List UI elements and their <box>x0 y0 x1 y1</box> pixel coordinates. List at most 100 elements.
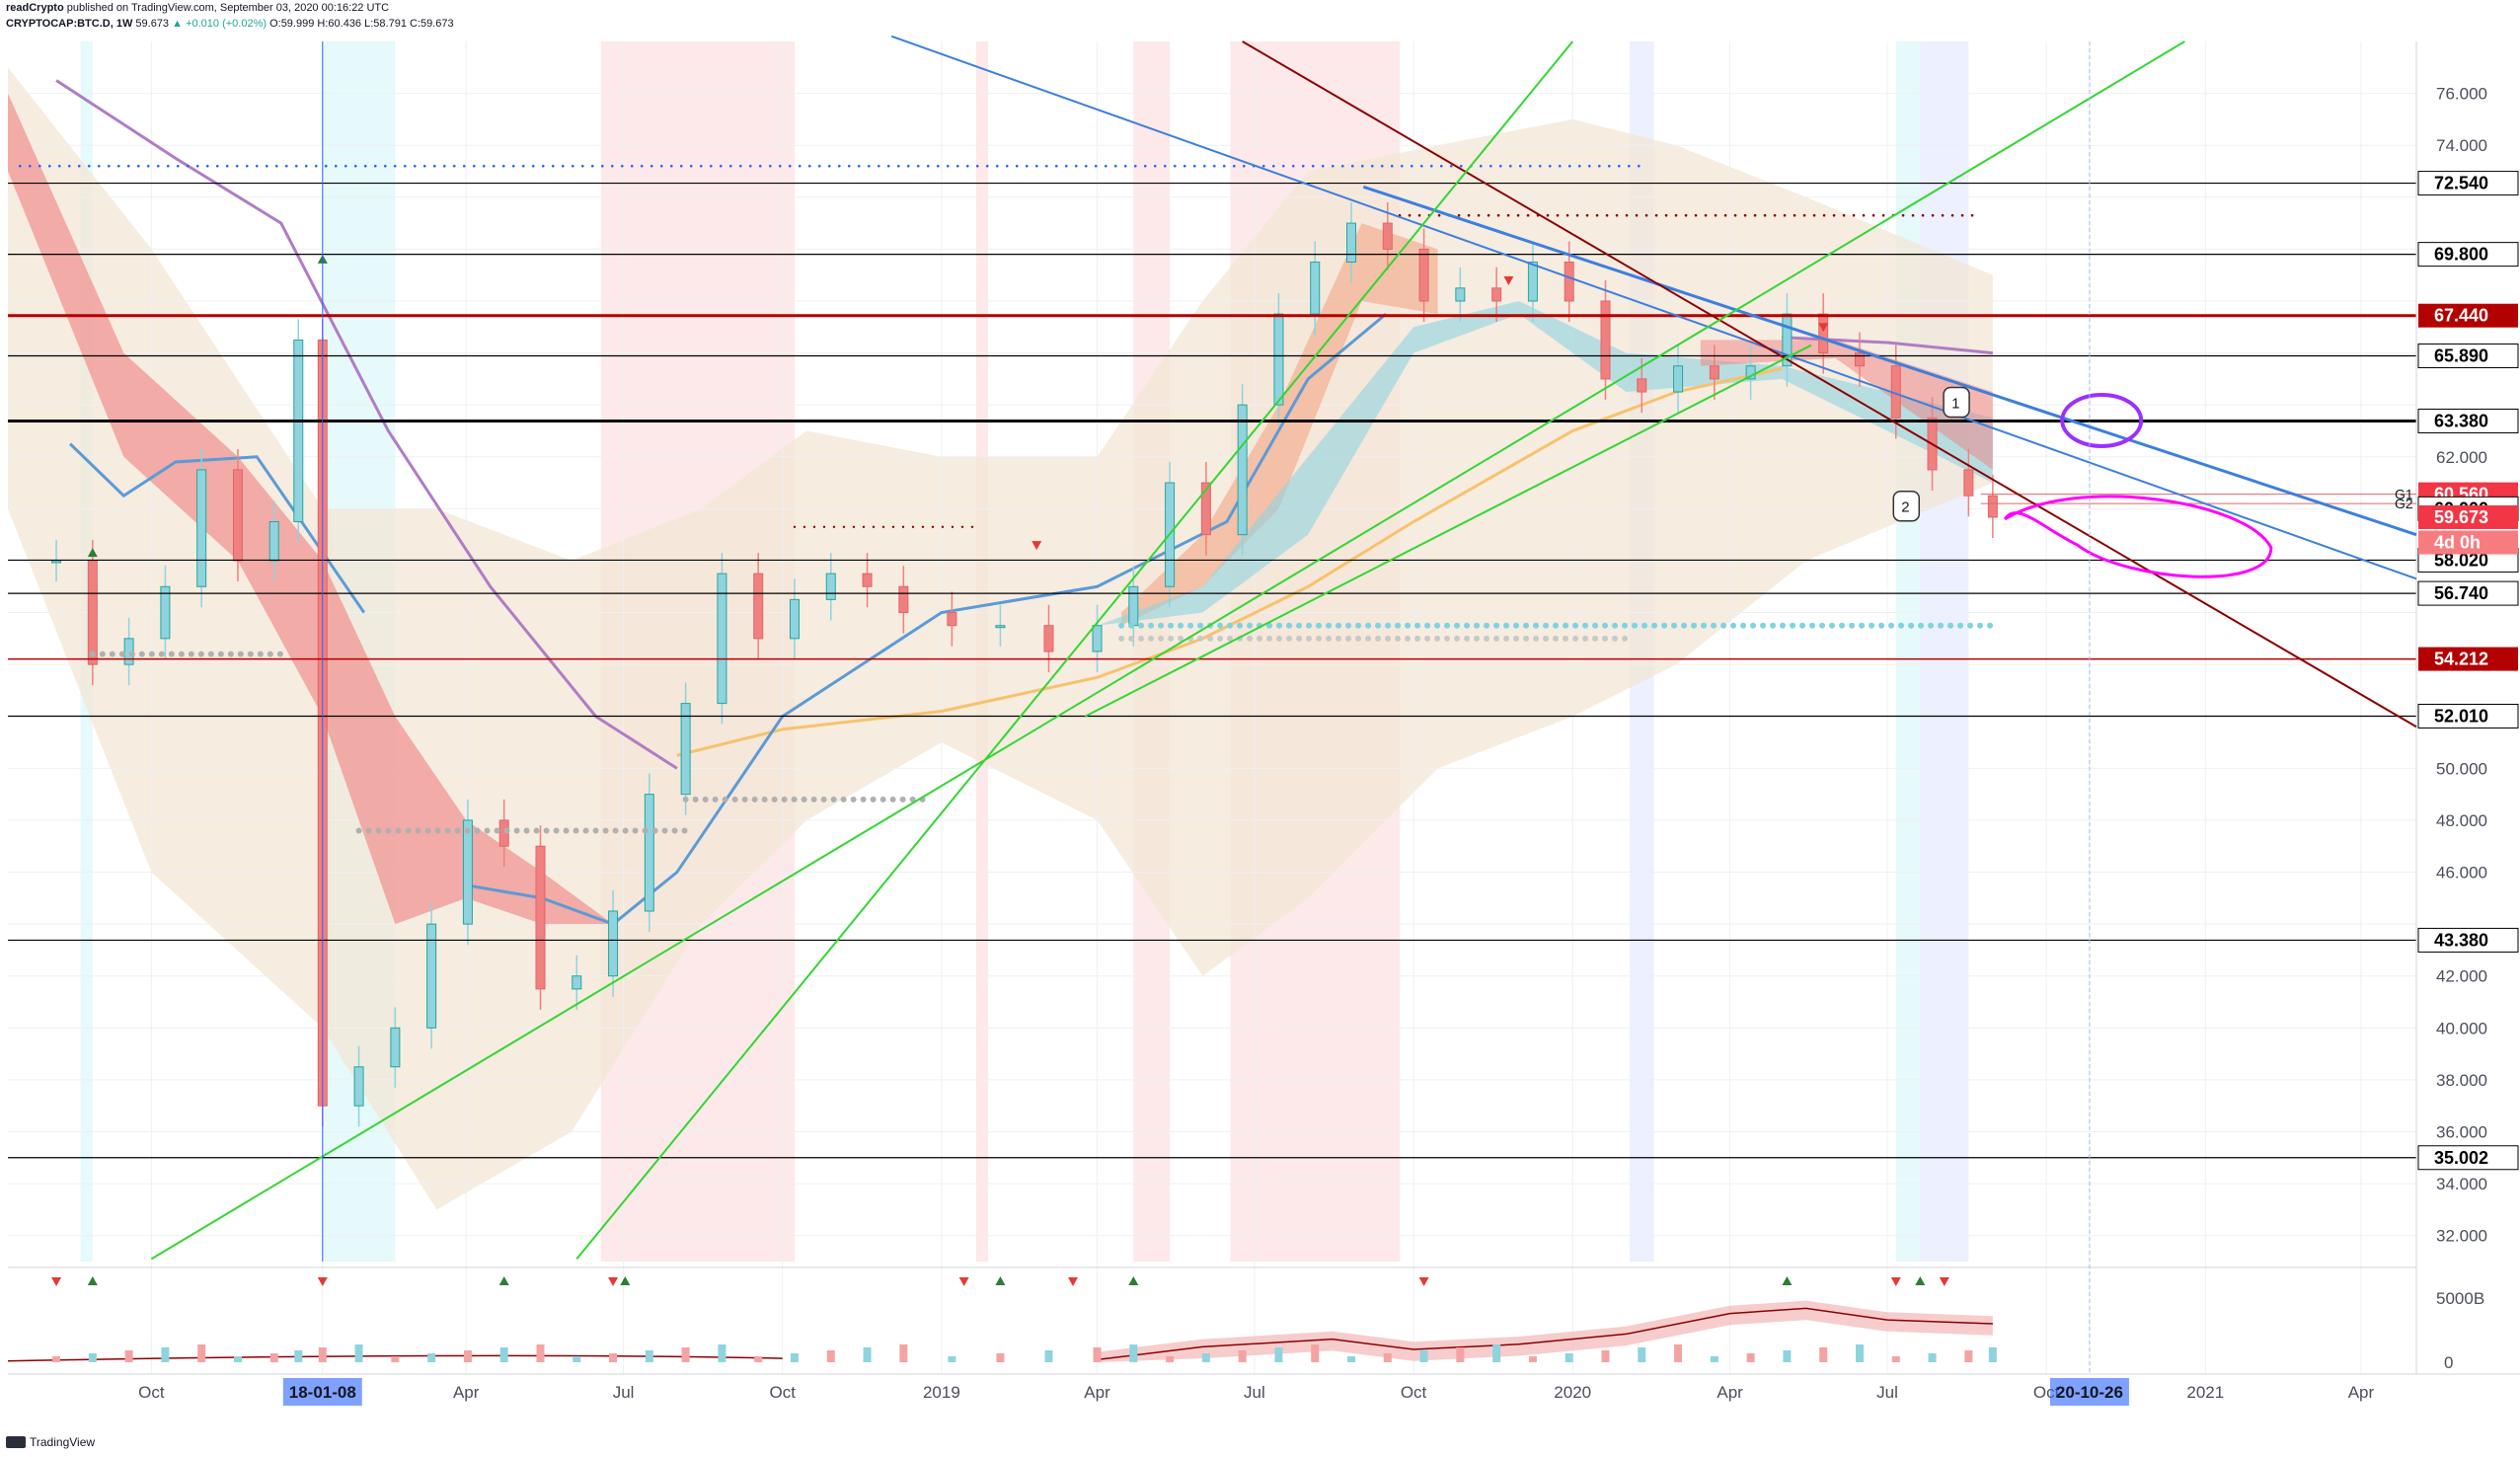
ribbon-red-2 <box>1700 340 1993 470</box>
dotted-level-red-dot <box>1516 213 1520 217</box>
level-label-box-2 <box>2418 303 2518 328</box>
dotted-cyan-dot <box>1602 622 1609 629</box>
indicator-signal-1 <box>87 1276 98 1285</box>
volume-bar-2 <box>124 1350 133 1362</box>
dotted-level-blue-dot <box>1489 164 1492 168</box>
dotted-cyan-dot <box>1967 622 1974 629</box>
dotted-grey-2-dot <box>405 827 412 834</box>
dotted-grey-3-dot <box>761 796 768 803</box>
dotted-level-blue-dot <box>1192 164 1196 168</box>
level-label-box-4 <box>2417 408 2519 433</box>
dotted-grey-2-dot <box>355 827 362 834</box>
dotted-level-blue-dot <box>1567 164 1571 168</box>
dotted-level-blue-dot <box>452 164 456 168</box>
dotted-cyan-dot <box>1385 622 1392 629</box>
candle-body-53 <box>1987 495 1998 518</box>
level-label-box-3 <box>2417 343 2519 368</box>
dotted-level-blue-dot <box>1202 164 1206 168</box>
candle-body-34 <box>1310 262 1321 315</box>
dotted-grey-2-dot <box>395 827 402 834</box>
dotted-level-blue-dot <box>314 164 318 168</box>
dotted-level-red-2-dot <box>951 525 955 528</box>
dotted-cyan-dot <box>1819 622 1826 629</box>
dotted-grey-4-dot <box>1414 635 1421 642</box>
dotted-grey-1-dot <box>237 651 244 657</box>
candle-body-38 <box>1455 287 1466 302</box>
candle-body-41 <box>1564 262 1574 302</box>
dotted-cyan-dot <box>1138 622 1145 629</box>
dotted-level-blue-dot <box>1113 164 1117 168</box>
volume-bar-35 <box>1347 1356 1356 1362</box>
indicator-signal-13 <box>1915 1276 1926 1285</box>
dotted-level-red-dot <box>1901 213 1905 217</box>
dotted-grey-4-dot <box>1276 635 1283 642</box>
dotted-level-blue-dot <box>1439 164 1443 168</box>
dotted-level-blue-dot <box>472 164 476 168</box>
dotted-grey-4-dot <box>1128 635 1135 642</box>
dotted-level-red-2-dot <box>901 525 905 528</box>
indicator-signal-8 <box>1067 1277 1078 1286</box>
callout-box-0 <box>1943 386 1970 419</box>
dotted-level-blue-dot <box>965 164 969 168</box>
level-label-box-0 <box>2417 171 2519 196</box>
dotted-cyan <box>1118 622 1994 629</box>
dotted-cyan-dot <box>1691 622 1698 629</box>
level-label-6: 56.740 <box>2434 583 2488 603</box>
dotted-cyan-dot <box>1187 622 1194 629</box>
volume-bar-51 <box>1928 1353 1937 1362</box>
dotted-level-blue-dot <box>107 164 111 168</box>
candle-body-17 <box>644 794 654 912</box>
dotted-level-red-2-dot <box>852 525 856 528</box>
dotted-level-blue-dot <box>18 164 22 168</box>
dotted-grey-2-dot <box>424 827 431 834</box>
dotted-level-blue-dot <box>1449 164 1453 168</box>
price-label-box-2 <box>2418 504 2518 529</box>
dotted-level-blue-dot <box>847 164 851 168</box>
dotted-level-red-dot <box>1644 213 1648 217</box>
indicator-tick-5000: 5000B <box>2436 1289 2484 1308</box>
dotted-level-blue-dot <box>1587 164 1591 168</box>
dotted-level-blue-dot <box>146 164 150 168</box>
dotted-grey-1-dot <box>276 651 283 657</box>
dotted-level-blue-dot <box>413 164 417 168</box>
dotted-level-red-dot <box>1585 213 1589 217</box>
dotted-cyan-dot <box>1839 622 1846 629</box>
dotted-level-blue-dot <box>798 164 802 168</box>
candle-body-44 <box>1673 365 1684 393</box>
symbol-line: CRYPTOCAP:BTC.D, 1W 59.673 ▲ +0.010 (+0.… <box>6 18 454 30</box>
dotted-level-blue-dot <box>57 164 61 168</box>
dotted-level-blue-dot <box>768 164 772 168</box>
ohlc-open: O:59.999 <box>269 18 315 30</box>
level-label-3: 65.890 <box>2434 345 2488 365</box>
candle-body-47 <box>1782 313 1793 367</box>
signal-marker-3 <box>1503 275 1514 285</box>
volume-bar-16 <box>609 1353 618 1362</box>
dotted-grey-2 <box>355 827 688 834</box>
dotted-level-blue-dot <box>620 164 624 168</box>
dotted-level-blue-dot <box>867 164 871 168</box>
ma-blue-line-2 <box>465 312 1388 926</box>
dotted-grey-1-dot <box>197 651 204 657</box>
dotted-level-red-2-dot <box>931 525 935 528</box>
ma-orange-line <box>676 366 1783 757</box>
dotted-grey-4-dot <box>1345 635 1352 642</box>
dotted-level-red-dot <box>1950 213 1954 217</box>
dotted-grey-2-dot <box>553 827 560 834</box>
dotted-grey-4-dot <box>1178 635 1184 642</box>
dotted-grey-3-dot <box>731 796 738 803</box>
candle-body-24 <box>898 585 909 614</box>
dotted-level-blue-dot <box>669 164 673 168</box>
candle-body-37 <box>1418 248 1429 302</box>
dotted-cyan-dot <box>1118 622 1125 629</box>
volume-bar-17 <box>645 1350 653 1362</box>
dotted-level-blue-dot <box>245 164 249 168</box>
dotted-cyan-dot <box>1898 622 1905 629</box>
volume-bar-26 <box>996 1353 1005 1362</box>
volume-bar-23 <box>863 1347 872 1362</box>
candle-body-12 <box>462 819 473 925</box>
ma-blue-line-1 <box>69 442 366 614</box>
dotted-grey-4-dot <box>1464 635 1471 642</box>
dotted-grey-4-dot <box>1424 635 1431 642</box>
dotted-cyan-dot <box>1434 622 1441 629</box>
